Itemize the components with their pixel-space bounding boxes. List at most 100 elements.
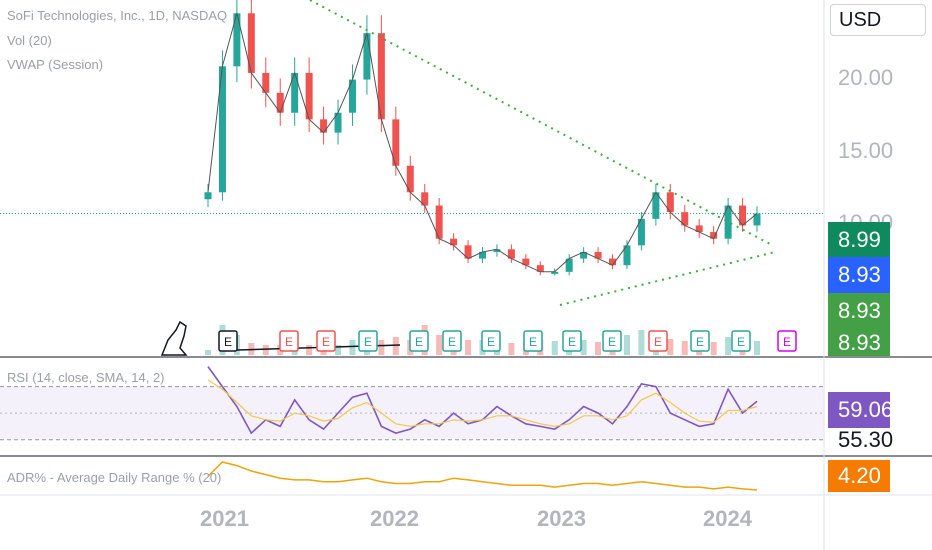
candle-body [450, 238, 458, 246]
candle-body [522, 258, 530, 266]
earnings-marker-label: E [529, 335, 537, 349]
earnings-marker-box [602, 330, 622, 352]
price-tick-15: 15.00 [838, 138, 894, 163]
candle-body [479, 251, 486, 259]
volume-bar [349, 340, 356, 355]
candle-body [681, 212, 689, 226]
legend-volume: Vol (20) [7, 33, 52, 48]
x-axis-year-2023: 2023 [537, 506, 586, 531]
rsi-sma-value: 55.30 [838, 427, 894, 452]
price-badge-vwap: 8.93 [828, 257, 890, 293]
volume-bar [580, 340, 587, 355]
earnings-marker-label: E [487, 335, 495, 349]
volume-bar [754, 341, 760, 355]
legend-vwap: VWAP (Session) [7, 57, 104, 72]
x-axis-year-2024: 2024 [703, 506, 752, 531]
candle-body [507, 249, 515, 259]
earnings-marker-box [316, 330, 336, 352]
candle-body [218, 66, 226, 193]
price-badge-volume-b: 8.93 [828, 326, 890, 356]
x-axis-year-2021: 2021 [200, 506, 249, 531]
candle-body [247, 13, 255, 73]
volume-bar [306, 345, 313, 355]
volume-bar [262, 345, 269, 355]
earnings-marker-box [777, 330, 797, 352]
candle-body [551, 271, 559, 274]
candle-body [609, 258, 617, 266]
volume-bar [335, 345, 342, 355]
volume-bar [205, 350, 211, 355]
candle-body [594, 251, 602, 259]
earnings-marker-label: E [364, 335, 372, 349]
earnings-marker-label: E [783, 335, 791, 349]
earnings-marker-label: E [696, 335, 704, 349]
earnings-marker-box [279, 330, 299, 352]
candle-body [724, 205, 732, 239]
earnings-marker-label: E [448, 335, 456, 349]
earnings-marker-box [358, 330, 378, 352]
earnings-marker-label: E [654, 335, 662, 349]
volume-bar [392, 337, 399, 355]
volume-bar [681, 341, 688, 355]
candle-body [276, 92, 284, 113]
earnings-marker-label: E [568, 335, 576, 349]
trendline-ascending [559, 251, 776, 306]
candle-body [363, 33, 371, 80]
volume-bar [725, 337, 732, 355]
legend-adr: ADR% - Average Daily Range % (20) [7, 470, 222, 485]
earnings-marker-box [731, 330, 751, 352]
earnings-marker-box [218, 330, 238, 352]
candle-body [377, 33, 385, 120]
price-badge-volume-a: 8.93 [828, 293, 890, 329]
volume-bar [378, 340, 385, 355]
candle-body [565, 258, 573, 272]
currency-selector[interactable]: USD [830, 4, 926, 36]
candle-body [334, 112, 342, 133]
earnings-marker-box [481, 330, 501, 352]
earnings-marker-box [523, 330, 543, 352]
dino-logo-icon [160, 320, 188, 356]
volume-bar [551, 341, 558, 355]
candle-body [493, 249, 501, 252]
x-axis-year-2022: 2022 [370, 506, 419, 531]
candle-body [464, 245, 472, 259]
candle-body [406, 165, 414, 193]
candle-body [421, 192, 429, 206]
adr-line [207, 461, 758, 491]
candle-body [695, 225, 703, 233]
adr-badge: 4.20 [828, 460, 890, 492]
volume-bar [667, 339, 674, 355]
earnings-marker-label: E [737, 335, 745, 349]
volume-bar [710, 342, 717, 355]
earnings-marker-label: E [224, 335, 232, 349]
candle-body [435, 205, 443, 239]
candle-body [233, 13, 241, 67]
candle-body [536, 265, 544, 272]
volume-bar [638, 330, 645, 355]
rsi-sma-line [207, 379, 758, 428]
earnings-marker-label: E [322, 335, 330, 349]
candle-body [666, 192, 674, 213]
earnings-marker-box [409, 330, 429, 352]
candle-body [348, 79, 356, 113]
earnings-marker-label: E [415, 335, 423, 349]
volume-bar [465, 340, 472, 355]
candle-body [652, 192, 660, 219]
candle-body [392, 119, 400, 166]
earnings-marker-label: E [608, 335, 616, 349]
legend-symbol: SoFi Technologies, Inc., 1D, NASDAQ [7, 8, 228, 23]
rsi-badge: 59.06 [828, 392, 893, 428]
candle-body [623, 245, 631, 266]
volume-bar [623, 335, 630, 355]
trendline-descending [309, 0, 771, 245]
candle-body [710, 232, 718, 239]
candle-body [204, 192, 212, 200]
candle-body [739, 205, 747, 226]
earnings-marker-box [690, 330, 710, 352]
price-series-line [207, 13, 758, 273]
candle-body [262, 72, 270, 93]
candle-body [637, 218, 645, 246]
legend-rsi: RSI (14, close, SMA, 14, 2) [7, 370, 165, 385]
candle-body [305, 72, 313, 120]
